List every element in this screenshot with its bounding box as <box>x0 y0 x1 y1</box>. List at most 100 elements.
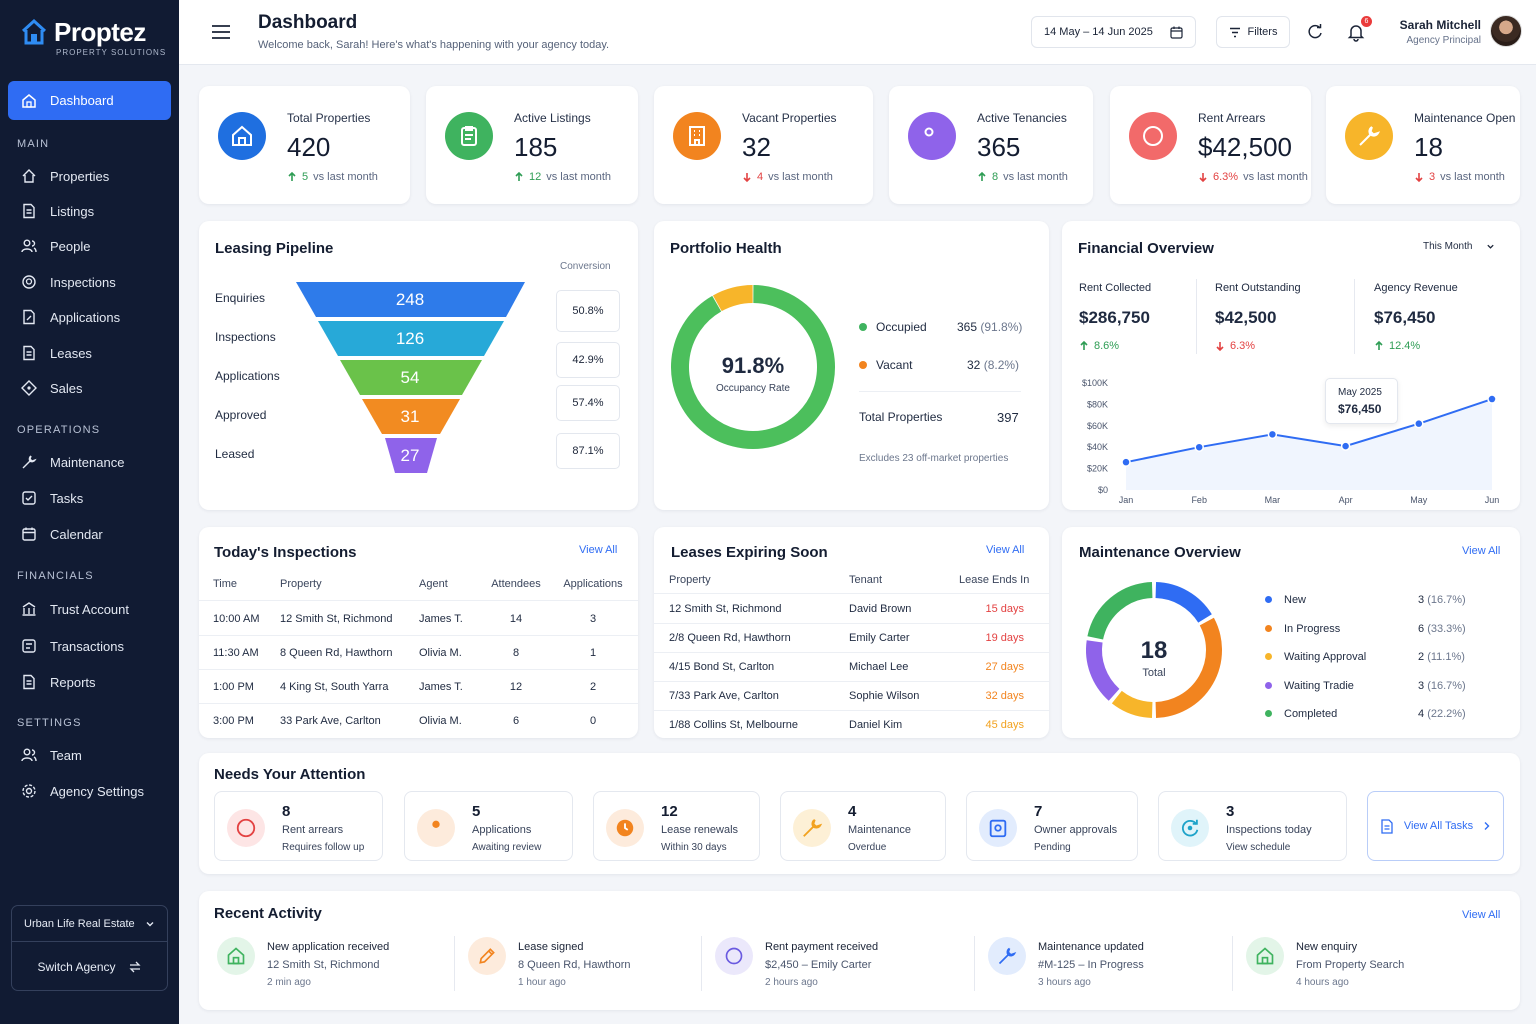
sidebar-item-applications[interactable]: Applications <box>8 300 171 334</box>
sidebar-item-listings[interactable]: Listings <box>8 194 171 228</box>
sidebar-item-inspections[interactable]: Inspections <box>8 265 171 299</box>
data-point[interactable] <box>1267 429 1278 440</box>
attention-item[interactable]: 7 Owner approvals Pending <box>966 791 1138 861</box>
sidebar-item-team[interactable]: Team <box>8 738 171 772</box>
date-range-picker[interactable]: 14 May – 14 Jun 2025 <box>1031 16 1196 48</box>
legend-label: New <box>1284 594 1307 606</box>
funnel-stage-leased[interactable] <box>385 438 437 473</box>
hamburger-menu-icon[interactable] <box>211 23 231 41</box>
lease-property[interactable]: 4/15 Bond St, Carlton <box>669 661 775 673</box>
funnel-stage-approved[interactable] <box>362 399 460 434</box>
funnel-stage-enquiries[interactable] <box>296 282 525 317</box>
view-all-link[interactable]: View All <box>986 544 1025 556</box>
activity-subtitle: 12 Smith St, Richmond <box>267 959 380 971</box>
vacant-segment[interactable] <box>712 285 754 312</box>
sidebar-item-leases[interactable]: Leases <box>8 336 171 370</box>
table-cell: James T. <box>419 681 463 693</box>
maintenance-segment[interactable] <box>1087 582 1153 640</box>
agency-select[interactable]: Urban Life Real Estate <box>12 906 167 942</box>
funnel-stage-inspections[interactable] <box>318 321 504 356</box>
stat-card[interactable]: Vacant Properties 32 4 vs last month <box>654 86 873 204</box>
stat-label: Active Tenancies <box>977 111 1067 125</box>
stat-card[interactable]: Active Listings 185 12 vs last month <box>426 86 638 204</box>
view-all-link[interactable]: View All <box>1462 545 1501 557</box>
stat-card[interactable]: Total Properties 420 5 vs last month <box>199 86 410 204</box>
activity-title[interactable]: Maintenance updated <box>1038 941 1144 953</box>
brand-logo[interactable]: Proptez PROPERTY SOLUTIONS <box>20 18 165 57</box>
sidebar-item-dashboard[interactable]: Dashboard <box>8 81 171 120</box>
sidebar-item-calendar[interactable]: Calendar <box>8 517 171 551</box>
pipeline-stage-label: Inspections <box>215 330 276 344</box>
maintenance-segment[interactable] <box>1111 690 1153 718</box>
sidebar-item-reports[interactable]: Reports <box>8 665 171 699</box>
attention-item[interactable]: 3 Inspections today View schedule <box>1158 791 1347 861</box>
occupied-count: 365 (91.8%) <box>957 320 1022 334</box>
calendar-icon <box>1170 26 1183 39</box>
conversion-label: Conversion <box>560 261 611 272</box>
dollar-icon <box>1143 126 1163 146</box>
sidebar-item-maintenance[interactable]: Maintenance <box>8 445 171 479</box>
avatar[interactable] <box>1490 15 1522 47</box>
refresh-icon[interactable] <box>1305 22 1325 42</box>
pipeline-funnel <box>296 282 525 473</box>
attention-icon-badge <box>606 809 644 847</box>
sidebar-item-sales[interactable]: Sales <box>8 371 171 405</box>
data-point[interactable] <box>1340 441 1351 451</box>
funnel-stage-applications[interactable] <box>340 360 482 395</box>
data-point[interactable] <box>1121 457 1131 467</box>
stat-card[interactable]: Maintenance Open 18 3 vs last month <box>1326 86 1520 204</box>
pipeline-stage-label: Approved <box>215 408 267 422</box>
table-cell: Olivia M. <box>419 715 462 727</box>
attention-item[interactable]: 12 Lease renewals Within 30 days <box>593 791 760 861</box>
divider <box>1196 279 1197 354</box>
attention-item[interactable]: 5 Applications Awaiting review <box>404 791 573 861</box>
view-all-link[interactable]: View All <box>579 544 618 556</box>
sidebar-item-properties[interactable]: Properties <box>8 159 171 193</box>
maintenance-donut <box>1086 582 1222 718</box>
attention-subtitle: Within 30 days <box>661 842 727 853</box>
switch-agency-button[interactable]: Switch Agency <box>12 942 167 991</box>
stat-icon-badge <box>1345 112 1393 160</box>
lease-property[interactable]: 1/88 Collins St, Melbourne <box>669 719 799 731</box>
data-point[interactable] <box>1414 418 1424 429</box>
period-select[interactable]: This Month <box>1423 241 1495 252</box>
sidebar-item-people[interactable]: People <box>8 229 171 263</box>
activity-title[interactable]: New enquiry <box>1296 941 1358 953</box>
lease-property[interactable]: 7/33 Park Ave, Carlton <box>669 690 779 702</box>
legend-dot-icon <box>1265 596 1272 603</box>
attention-item[interactable]: 4 Maintenance Overdue <box>780 791 946 861</box>
maintenance-segment[interactable] <box>1155 617 1222 718</box>
y-tick-label: $100K <box>1082 378 1108 388</box>
data-point[interactable] <box>1487 394 1497 404</box>
sidebar-item-agency-settings[interactable]: Agency Settings <box>8 774 171 808</box>
bell-icon[interactable] <box>1346 22 1366 42</box>
legend-dot-icon <box>1265 624 1272 632</box>
card-title: Needs Your Attention <box>214 766 366 783</box>
stat-value: $42,500 <box>1198 132 1292 162</box>
sidebar-item-trust-account[interactable]: Trust Account <box>8 592 171 626</box>
legend-pct: (16.7%) <box>1427 679 1466 692</box>
lease-property[interactable]: 2/8 Queen Rd, Hawthorn <box>669 632 791 644</box>
occupied-segment[interactable] <box>671 285 835 449</box>
maintenance-segment[interactable] <box>1086 640 1120 701</box>
arrow-up-icon <box>288 171 296 181</box>
activity-title[interactable]: New application received <box>267 941 390 953</box>
view-all-link[interactable]: View All <box>1462 909 1501 921</box>
x-tick-label: Apr <box>1339 495 1353 505</box>
house-logo-icon <box>21 18 47 45</box>
conversion-rate-box: 87.1% <box>556 433 620 469</box>
view-all-tasks-button[interactable]: View All Tasks <box>1367 791 1504 861</box>
sidebar-item-transactions[interactable]: Transactions <box>8 629 171 663</box>
attention-item[interactable]: 8 Rent arrears Requires follow up <box>214 791 383 861</box>
stat-card[interactable]: Active Tenancies 365 8 vs last month <box>889 86 1093 204</box>
sidebar-item-label: Reports <box>50 674 96 690</box>
activity-title[interactable]: Lease signed <box>518 941 584 953</box>
lease-property[interactable]: 12 Smith St, Richmond <box>669 603 782 615</box>
filters-button[interactable]: Filters <box>1216 16 1290 48</box>
card-title: Financial Overview <box>1078 240 1214 257</box>
data-point[interactable] <box>1194 442 1204 452</box>
maintenance-segment[interactable] <box>1155 582 1212 623</box>
sidebar-item-tasks[interactable]: Tasks <box>8 481 171 515</box>
stat-card[interactable]: Rent Arrears $42,500 6.3% vs last month <box>1110 86 1311 204</box>
activity-title[interactable]: Rent payment received <box>765 941 879 953</box>
